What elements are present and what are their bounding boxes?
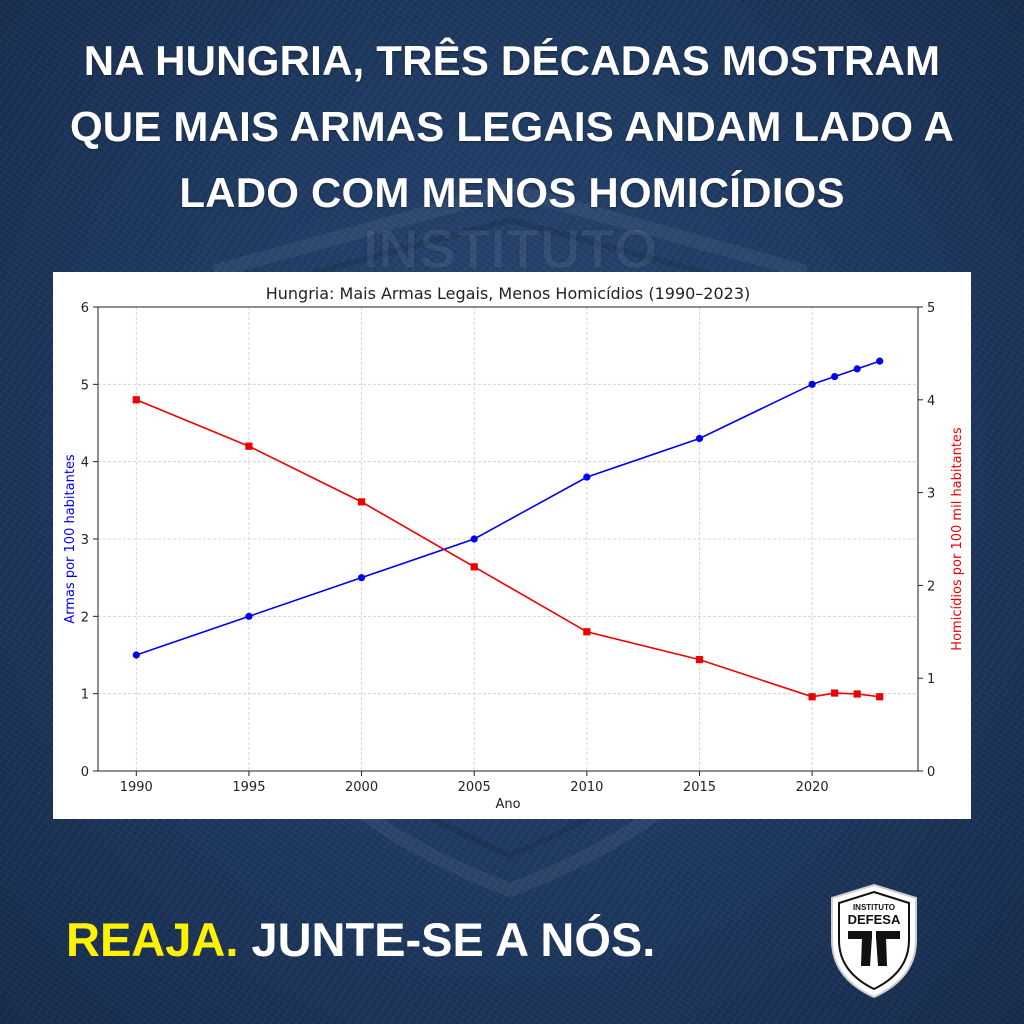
chart-card: 1990 1995 2000 2005 2010 2015 2020 0 1 2 3 4 5 6 0 1 2 3 4… xyxy=(53,272,971,819)
y-right-tick-label: 4 xyxy=(927,394,935,409)
x-tick-label: 2010 xyxy=(570,780,603,795)
data-point-right xyxy=(831,689,839,697)
y-axis-left-label: Armas por 100 habitantes xyxy=(63,454,78,624)
y-left-tick-label: 4 xyxy=(81,456,89,471)
crossed-pistols-icon xyxy=(848,931,900,966)
chart-title: Hungria: Mais Armas Legais, Menos Homicí… xyxy=(266,284,751,303)
data-point-left xyxy=(132,651,140,659)
x-tick-label: 2020 xyxy=(796,780,829,795)
data-point-left xyxy=(470,535,478,543)
y-left-tick-label: 6 xyxy=(81,301,89,316)
data-point-right xyxy=(357,498,366,506)
data-point-right xyxy=(808,693,816,701)
data-point-left xyxy=(695,434,704,443)
call-to-action: REAJA. JUNTE-SE A NÓS. xyxy=(66,908,655,972)
pistols-shield-icon: INSTITUTO DEFESA xyxy=(831,883,917,999)
axis-ticks: 1990 1995 2000 2005 2010 2015 2020 0 1 2 3 4 5 6 0 1 2 3 4… xyxy=(81,301,936,795)
line-chart: 1990 1995 2000 2005 2010 2015 2020 0 1 2 3 4 5 6 0 1 2 3 4… xyxy=(63,284,965,812)
x-tick-label: 2005 xyxy=(458,780,491,795)
y-right-tick-label: 1 xyxy=(927,672,935,687)
cta-text: JUNTE-SE A NÓS. xyxy=(251,913,656,966)
y-left-tick-label: 1 xyxy=(81,688,89,703)
data-point-right xyxy=(695,656,704,664)
x-tick-label: 2000 xyxy=(345,780,378,795)
logo-name: DEFESA xyxy=(848,912,901,927)
x-tick-label: 1995 xyxy=(232,780,265,795)
x-tick-label: 2015 xyxy=(683,780,716,795)
y-left-tick-label: 3 xyxy=(81,533,89,548)
watermark-text: INSTITUTO xyxy=(363,217,658,280)
data-point-right xyxy=(132,396,140,404)
y-axis-right-label: Homicídios por 100 mil habitantes xyxy=(950,427,965,651)
y-right-tick-label: 2 xyxy=(927,579,935,594)
headline: NA HUNGRIA, TRÊS DÉCADAS MOSTRAM QUE MAI… xyxy=(30,28,994,226)
y-right-tick-label: 5 xyxy=(927,301,935,316)
logo-top-text: INSTITUTO xyxy=(853,903,895,912)
headline-line-2: QUE MAIS ARMAS LEGAIS ANDAM LADO A xyxy=(69,103,955,150)
data-point-left xyxy=(245,612,253,620)
series-line-left xyxy=(136,360,880,656)
series-layer xyxy=(132,357,884,701)
x-axis-label: Ano xyxy=(495,797,520,812)
data-point-left xyxy=(583,473,591,481)
headline-line-1: NA HUNGRIA, TRÊS DÉCADAS MOSTRAM xyxy=(83,37,941,84)
data-point-left xyxy=(876,357,884,365)
grid-lines xyxy=(98,307,918,771)
data-point-right xyxy=(245,442,253,450)
data-point-right xyxy=(876,693,884,701)
data-point-right xyxy=(470,563,478,571)
cta-highlight: REAJA. xyxy=(66,913,239,966)
series-line-right xyxy=(135,399,880,698)
x-tick-label: 1990 xyxy=(120,780,153,795)
y-right-tick-label: 3 xyxy=(927,487,935,502)
y-left-tick-label: 2 xyxy=(81,610,89,625)
data-point-left xyxy=(357,574,366,582)
y-right-tick-label: 0 xyxy=(927,765,935,780)
data-point-right xyxy=(853,690,861,698)
data-point-left xyxy=(808,380,816,388)
data-point-right xyxy=(583,628,591,636)
headline-line-3: LADO COM MENOS HOMICÍDIOS xyxy=(179,169,845,216)
data-point-left xyxy=(831,373,839,381)
data-point-left xyxy=(853,365,861,373)
y-left-tick-label: 0 xyxy=(81,765,89,780)
y-left-tick-label: 5 xyxy=(81,378,89,393)
